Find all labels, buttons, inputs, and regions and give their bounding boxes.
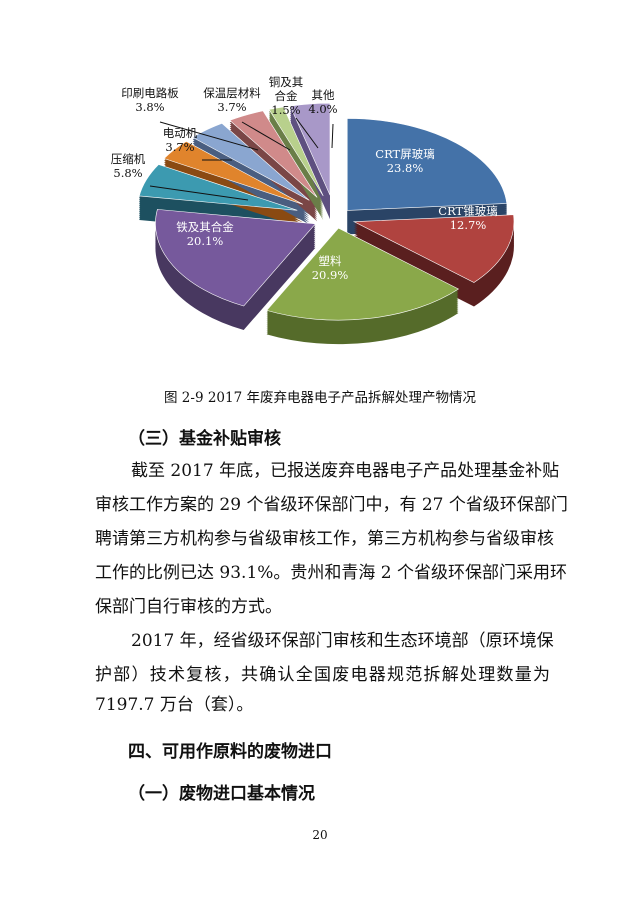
sub-heading: （一）废物进口基本情况	[128, 784, 315, 804]
paragraph-line: 2017 年，经省级环保部门审核和生态环境部（原环境保	[131, 631, 554, 651]
paragraph-line: 保部门自行审核的方式。	[95, 597, 282, 617]
page-number: 20	[312, 828, 328, 842]
slice-label: CRT锥玻璃 12.7%	[438, 204, 497, 232]
figure-caption: 图 2-9 2017 年废弃电器电子产品拆解处理产物情况	[164, 390, 476, 406]
pie-slice	[289, 102, 331, 196]
pie-slice	[346, 118, 508, 211]
pie-slice	[266, 227, 460, 321]
pie-slice	[229, 110, 318, 198]
paragraph-line: 7197.7 万台（套）。	[95, 695, 254, 715]
slice-label: 保温层材料 3.7%	[203, 86, 261, 114]
leader-line	[149, 185, 249, 201]
leader-line	[331, 123, 334, 149]
slice-label-copper: 铜及其合金	[268, 75, 304, 103]
pie-slice	[163, 140, 304, 205]
leader-line	[295, 117, 319, 149]
pie-slice	[268, 106, 324, 197]
pie-chart: CRT屏玻璃 23.8% CRT锥玻璃 12.7% 塑料 20.9% 铁及其合金 20.1% 压…	[111, 86, 515, 345]
pie-slice	[352, 214, 515, 283]
slice-label: 1.5%	[271, 103, 300, 117]
paragraph-line: 工作的比例已达 93.1%。贵州和青海 2 个省级环保部门采用环	[95, 563, 568, 583]
paragraph-line: 护部）技术复核，共确认全国废电器规范拆解处理数量为	[95, 665, 550, 685]
pie-slice	[138, 164, 298, 211]
paragraph-line: 聘请第三方机构参与省级审核工作，第三方机构参与省级审核	[95, 529, 554, 549]
pie-slice	[155, 209, 317, 307]
slice-label: 其他 4.0%	[308, 88, 337, 116]
paragraph-line: 截至 2017 年底，已报送废弃电器电子产品处理基金补贴	[131, 461, 560, 481]
slice-label: 铁及其合金 20.1%	[176, 220, 234, 248]
slice-label: 塑料 20.9%	[312, 254, 349, 282]
slice-label: 压缩机 5.8%	[111, 152, 146, 180]
slice-label: 电动机 3.7%	[163, 126, 198, 154]
section-heading: 四、可用作原料的废物进口	[128, 742, 332, 762]
leader-line	[241, 121, 291, 151]
paragraph-line: 审核工作方案的 29 个省级环保部门中，有 27 个省级环保部门	[95, 495, 568, 515]
pie-slice	[192, 122, 310, 201]
section-heading: （三）基金补贴审核	[128, 429, 281, 449]
leader-line	[159, 121, 259, 151]
slice-label: 印刷电路板 3.8%	[121, 86, 179, 114]
slice-label: CRT屏玻璃 23.8%	[375, 147, 434, 175]
